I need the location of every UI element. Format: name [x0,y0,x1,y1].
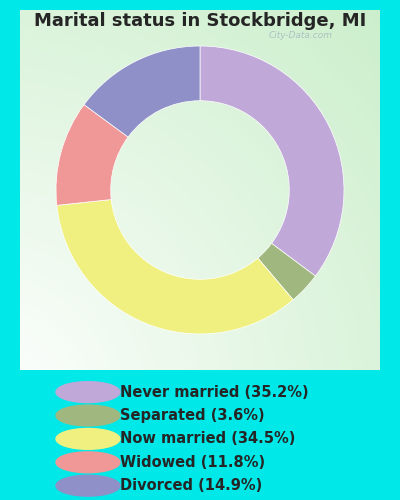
Text: Never married (35.2%): Never married (35.2%) [120,384,309,400]
Circle shape [56,452,120,472]
Text: Now married (34.5%): Now married (34.5%) [120,432,295,446]
Text: City-Data.com: City-Data.com [269,30,333,40]
Wedge shape [56,104,128,206]
Wedge shape [200,46,344,276]
Text: Marital status in Stockbridge, MI: Marital status in Stockbridge, MI [34,12,366,30]
Text: Separated (3.6%): Separated (3.6%) [120,408,265,423]
Circle shape [56,382,120,402]
Wedge shape [258,244,316,300]
Text: Widowed (11.8%): Widowed (11.8%) [120,455,265,470]
Circle shape [56,405,120,426]
Text: Divorced (14.9%): Divorced (14.9%) [120,478,262,493]
Wedge shape [57,200,293,334]
Circle shape [56,428,120,450]
Wedge shape [84,46,200,137]
Circle shape [56,476,120,496]
